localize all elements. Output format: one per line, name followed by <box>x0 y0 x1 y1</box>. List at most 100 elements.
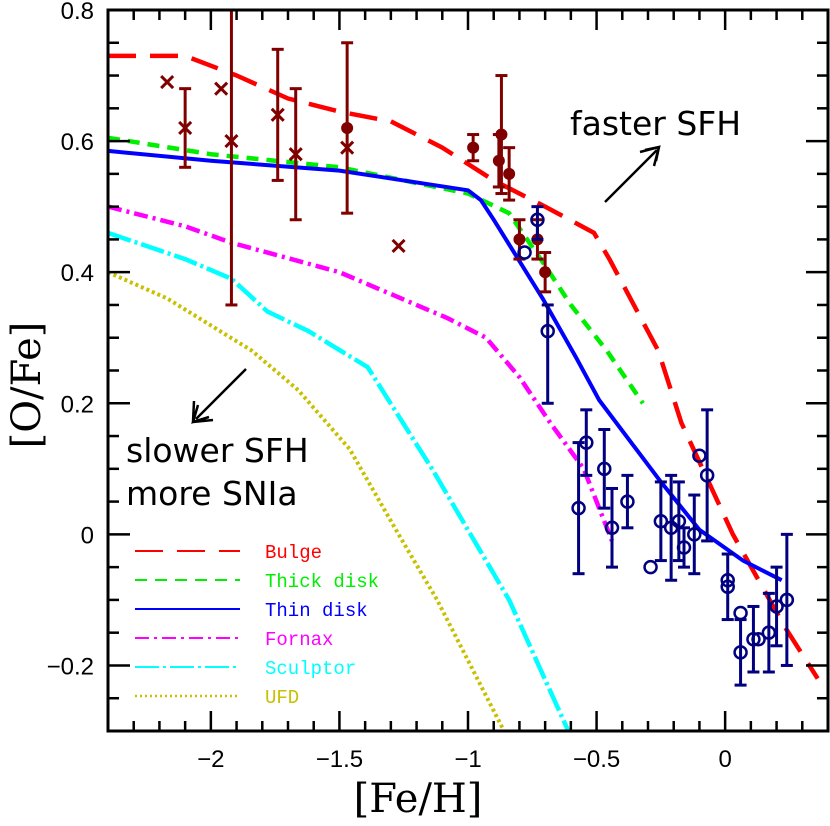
filled-circle-marker <box>492 154 505 167</box>
cross-marker <box>214 81 229 96</box>
data-point <box>687 493 702 576</box>
cross-marker <box>391 238 406 254</box>
cross-marker <box>224 134 239 149</box>
annotation-faster-sfh: faster SFH <box>570 104 741 143</box>
data-point <box>270 47 285 182</box>
y-tick-label: 0.2 <box>61 391 94 418</box>
legend-item: Thin disk <box>135 600 368 622</box>
legend-item: Thick disk <box>135 571 379 593</box>
x-tick-label: 0 <box>718 746 731 773</box>
filled-circle-marker <box>513 233 526 246</box>
open-circle-marker <box>687 527 702 542</box>
annotation-slower-sfh: slower SFH <box>126 431 309 470</box>
data-point <box>178 87 193 169</box>
y-axis-title: [O/Fe] <box>4 322 50 449</box>
open-circle-marker <box>571 500 586 516</box>
legend: Bulge Thick disk Thin disk Fornax Sculptor UF… <box>135 542 379 709</box>
legend-label: Sculptor <box>265 658 356 680</box>
filled-circle-marker <box>341 121 354 134</box>
series-line-bulge <box>108 53 820 680</box>
legend-item: Bulge <box>135 542 322 564</box>
data-point <box>751 631 766 647</box>
open-circle-marker <box>692 448 707 463</box>
data-point <box>779 532 795 667</box>
series-line-sculptor <box>108 230 571 731</box>
open-circle-marker <box>720 579 735 595</box>
open-circle-marker <box>733 645 748 660</box>
data-point <box>224 10 239 307</box>
legend-label: Fornax <box>265 629 333 651</box>
y-tick-label: 0.8 <box>61 0 94 25</box>
data-point <box>733 618 748 687</box>
legend-label: Bulge <box>265 542 322 564</box>
data-point <box>492 133 505 189</box>
open-circle-marker <box>597 461 612 477</box>
data-point <box>517 245 532 260</box>
arrow-faster-icon <box>604 145 661 203</box>
data-point <box>214 81 229 96</box>
series-line-ufd <box>108 270 506 731</box>
y-tick-label: −0.2 <box>47 653 94 680</box>
filled-circle-marker <box>467 141 480 154</box>
cross-marker <box>178 120 193 136</box>
annotation-more-snia: more SNIa <box>126 474 298 513</box>
observations <box>160 10 795 687</box>
open-circle-marker <box>769 599 784 614</box>
data-point <box>699 408 715 543</box>
data-point <box>391 238 406 254</box>
open-circle-marker <box>733 605 748 621</box>
data-point <box>720 552 735 622</box>
data-point <box>540 303 555 405</box>
data-point <box>571 441 586 576</box>
data-point <box>467 133 480 163</box>
legend-item: UFD <box>135 687 299 709</box>
series-line-fornax <box>108 204 615 542</box>
open-circle-marker <box>653 514 669 529</box>
data-point <box>769 565 784 648</box>
open-circle-marker <box>751 631 766 647</box>
open-circle-marker <box>530 212 545 227</box>
x-tick-label: −1.5 <box>316 746 363 773</box>
x-axis-title: [Fe/H] <box>354 776 483 822</box>
x-tick-label: −1 <box>454 746 481 773</box>
data-point <box>761 591 777 674</box>
data-point <box>604 486 620 569</box>
data-point <box>160 75 175 90</box>
data-point <box>341 121 354 134</box>
filled-circle-marker <box>503 167 516 180</box>
legend-label: Thick disk <box>265 571 379 593</box>
y-tick-label: 0 <box>81 522 94 549</box>
data-point <box>643 559 658 575</box>
open-circle-marker <box>517 245 532 260</box>
cross-marker <box>340 140 355 155</box>
data-point <box>676 526 692 569</box>
open-circle-marker <box>746 631 761 647</box>
open-circle-marker <box>761 625 777 640</box>
legend-label: Thin disk <box>265 600 368 622</box>
arrow-slower-icon <box>191 368 247 424</box>
x-tick-label: −2 <box>197 746 224 773</box>
open-circle-marker <box>720 572 735 588</box>
series-line-thick-disk <box>108 135 645 405</box>
legend-item: Fornax <box>135 629 333 651</box>
data-point <box>653 480 669 563</box>
data-point <box>597 427 612 510</box>
data-point <box>733 605 748 621</box>
data-point <box>663 473 679 582</box>
open-circle-marker <box>604 520 620 536</box>
data-point <box>620 473 635 530</box>
open-circle-marker <box>643 559 658 575</box>
data-point <box>539 251 552 294</box>
open-circle-marker <box>699 468 715 483</box>
cross-marker <box>288 147 303 162</box>
open-circle-marker <box>676 540 692 555</box>
y-tick-label: 0.6 <box>61 129 94 156</box>
legend-label: UFD <box>265 687 299 709</box>
data-point <box>692 448 707 463</box>
data-point <box>720 579 735 595</box>
y-tick-label: 0.4 <box>61 260 94 287</box>
cross-marker <box>270 107 285 122</box>
data-point <box>530 205 545 241</box>
axis-ticks: −2 −1.5 −1 −0.5 0 −0.2 0 0.2 0.4 0.6 0.8 <box>47 0 830 773</box>
